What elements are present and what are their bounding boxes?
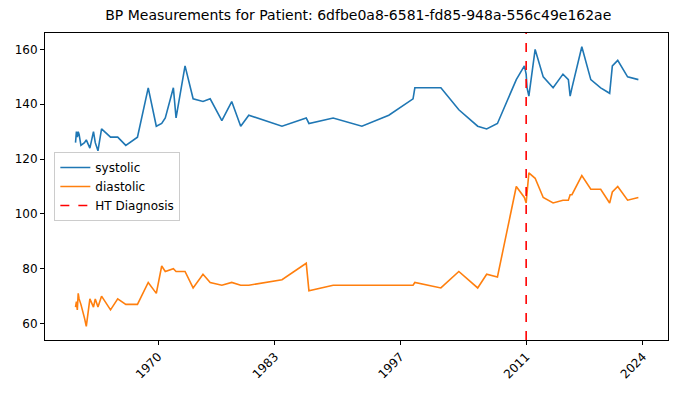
svg-text:120: 120 xyxy=(15,152,38,166)
svg-text:60: 60 xyxy=(22,317,37,331)
svg-text:160: 160 xyxy=(15,43,38,57)
svg-text:1970: 1970 xyxy=(133,350,164,381)
svg-text:BP Measurements for Patient: 6: BP Measurements for Patient: 6dfbe0a8-65… xyxy=(105,7,611,23)
svg-text:2024: 2024 xyxy=(618,350,649,381)
svg-text:80: 80 xyxy=(22,262,37,276)
svg-text:100: 100 xyxy=(15,207,38,221)
svg-text:1997: 1997 xyxy=(375,350,406,381)
svg-text:1983: 1983 xyxy=(250,350,281,381)
svg-text:2011: 2011 xyxy=(501,350,532,381)
svg-text:diastolic: diastolic xyxy=(95,180,145,194)
svg-text:HT Diagnosis: HT Diagnosis xyxy=(95,199,174,213)
svg-text:systolic: systolic xyxy=(95,161,140,175)
svg-text:140: 140 xyxy=(15,97,38,111)
